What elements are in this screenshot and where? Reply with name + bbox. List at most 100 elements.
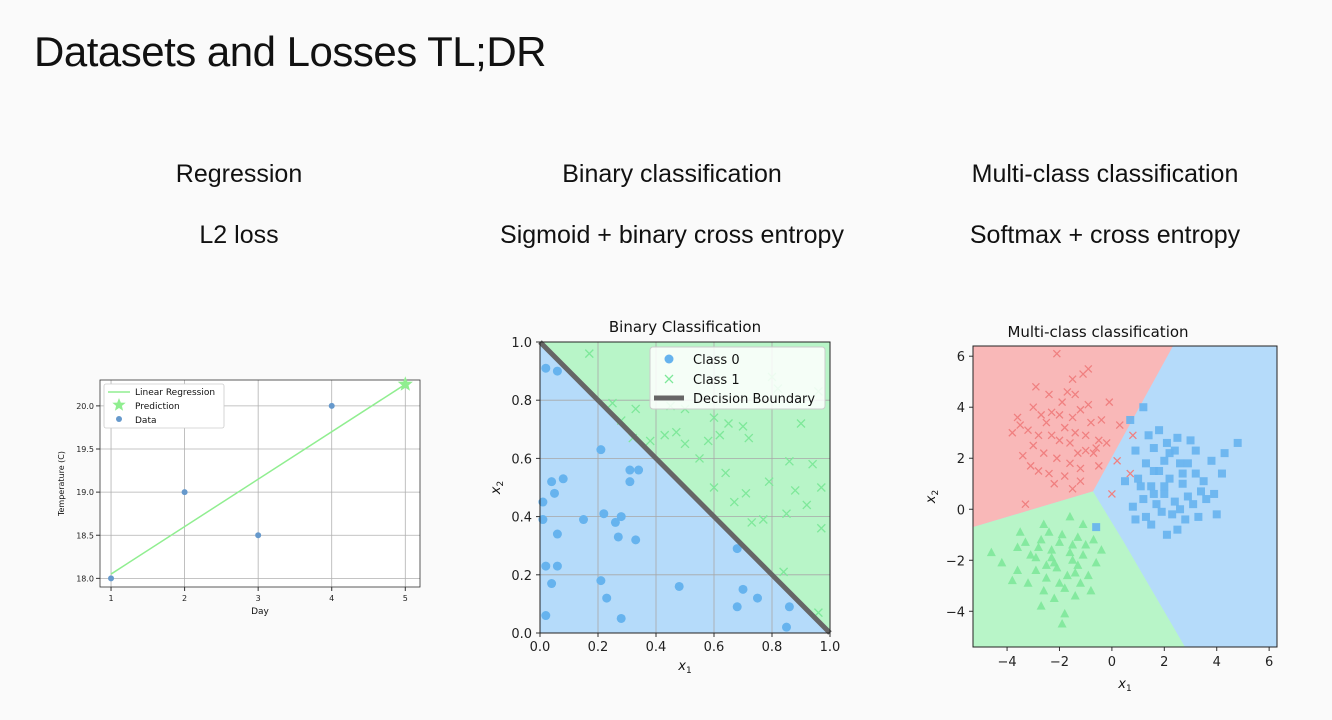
green-class-point	[1020, 537, 1030, 546]
blue-class-point	[1157, 507, 1166, 516]
blue-class-point	[1176, 459, 1185, 468]
red-class-point	[1058, 398, 1067, 407]
class0-point	[616, 613, 626, 623]
class1-point	[671, 427, 681, 437]
red-class-point	[1016, 421, 1025, 430]
class1-point	[680, 439, 690, 449]
class0-point	[634, 465, 644, 475]
class1-point	[747, 517, 757, 527]
x-tick-label: 4	[1213, 655, 1221, 670]
blue-class-point	[1199, 477, 1208, 486]
red-class-point	[1029, 403, 1038, 412]
plot-frame	[539, 341, 831, 634]
blue-class-point	[1220, 449, 1229, 458]
legend-box	[103, 383, 225, 429]
legend-label: Class 1	[693, 373, 740, 388]
green-class-point	[1041, 573, 1051, 582]
blue-class-point	[1131, 446, 1140, 455]
class1-point	[703, 436, 713, 446]
red-class-point	[1013, 413, 1022, 422]
green-class-point	[1068, 555, 1078, 564]
class0-point	[738, 584, 748, 594]
y-tick-label: 0.4	[511, 511, 532, 526]
green-class-point	[1026, 550, 1036, 559]
green-region	[973, 491, 1185, 647]
class0-point	[541, 611, 551, 621]
legend-box	[649, 346, 826, 410]
red-class-point	[1050, 479, 1059, 488]
legend-class0-swatch	[664, 354, 674, 364]
green-class-point	[1054, 537, 1064, 546]
class0-point	[625, 477, 635, 487]
green-class-point	[1036, 601, 1046, 610]
blue-class-point	[1202, 495, 1211, 504]
red-class-point	[1052, 454, 1061, 463]
x-tick-label: 5	[403, 594, 408, 603]
red-class-point	[1076, 464, 1085, 473]
red-class-point	[1060, 472, 1069, 481]
green-class-point	[1078, 519, 1088, 529]
green-class-point	[1054, 578, 1064, 587]
blue-class-point	[1126, 415, 1135, 424]
x-tick-label: 2	[1160, 655, 1168, 670]
y-tick-label: 6	[957, 350, 965, 365]
class0-point	[552, 561, 562, 571]
chart-title: Binary Classification	[609, 318, 761, 336]
red-class-point	[1024, 426, 1032, 435]
class1-point	[779, 567, 789, 577]
blue-class-point	[1139, 495, 1148, 504]
red-class-point	[1047, 431, 1056, 440]
y-tick-label: −4	[946, 605, 965, 620]
class0-point	[753, 593, 762, 603]
x-tick-label: 0.0	[530, 640, 551, 655]
x-tick-label: 0	[1108, 655, 1116, 670]
blue-class-point	[1144, 431, 1153, 440]
red-class-point	[1076, 477, 1085, 486]
class0-point	[541, 561, 551, 571]
blue-class-point	[1183, 492, 1192, 501]
red-class-point	[1094, 461, 1103, 470]
green-class-point	[1031, 565, 1041, 574]
green-class-point	[1073, 532, 1083, 541]
red-class-point	[1076, 405, 1085, 414]
red-class-point	[1063, 387, 1072, 396]
class1-point	[715, 430, 725, 440]
class1-point	[802, 500, 812, 510]
prediction-star	[397, 376, 413, 391]
red-class-point	[1081, 446, 1090, 455]
y-axis-label: x2	[489, 481, 506, 495]
blue-class-point	[1160, 489, 1169, 498]
class1-point	[758, 515, 768, 524]
red-class-point	[1126, 469, 1135, 478]
y-tick-label: 4	[957, 401, 965, 416]
blue-class-point	[1217, 469, 1226, 478]
red-class-point	[1031, 382, 1040, 391]
class1-point	[709, 483, 719, 492]
blue-class-point	[1207, 456, 1216, 465]
y-tick-label: 19.5	[76, 445, 94, 454]
green-class-point	[1044, 527, 1054, 536]
class1-point	[784, 456, 794, 466]
blue-class-point	[1170, 446, 1179, 455]
blue-class-point	[1160, 456, 1169, 465]
blue-class-point	[1178, 479, 1187, 488]
class0-point	[674, 581, 684, 591]
blue-class-point	[1233, 438, 1242, 447]
green-class-point	[1039, 585, 1049, 595]
multiclass-heading: Multi-class classification	[971, 160, 1239, 188]
green-class-point	[1036, 534, 1046, 544]
blue-class-point	[1194, 512, 1203, 521]
class1-point	[645, 436, 655, 446]
blue-class-point	[1141, 512, 1150, 521]
green-class-point	[1031, 552, 1041, 562]
class0-point	[541, 363, 551, 373]
red-class-point	[1068, 484, 1077, 493]
red-class-point	[1039, 449, 1048, 458]
red-class-point	[1107, 489, 1116, 498]
y-axis-label: x2	[924, 490, 941, 504]
green-class-point	[1060, 608, 1070, 618]
red-class-point	[1042, 418, 1051, 427]
blue-class-point	[1210, 489, 1219, 498]
